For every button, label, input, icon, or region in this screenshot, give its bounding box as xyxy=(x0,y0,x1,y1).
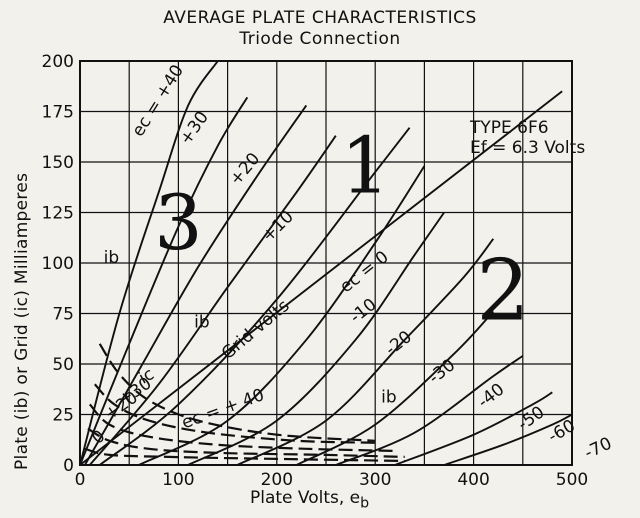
curve-label-ib-right: ib xyxy=(381,387,397,407)
plate-curve xyxy=(84,104,308,466)
grid-current-curve xyxy=(87,427,405,458)
y-tick-label: 25 xyxy=(52,406,74,426)
x-tick-label: 400 xyxy=(457,470,489,490)
y-tick-label: 175 xyxy=(42,103,74,123)
grid-current-curve xyxy=(98,343,376,442)
plate-curve xyxy=(394,391,553,466)
grid-current-curve xyxy=(93,383,376,444)
x-axis-label: Plate Volts, eb xyxy=(250,488,369,511)
plate-curve xyxy=(443,413,573,466)
load-line xyxy=(79,90,563,466)
annotation-region-2: 2 xyxy=(476,242,529,340)
x-tick-label: 0 xyxy=(75,470,86,490)
y-tick-label: 0 xyxy=(63,456,74,476)
x-tick-label: 100 xyxy=(162,470,194,490)
curve-label-minus40: -40 xyxy=(474,380,508,413)
curve-label-ec-zero: ec = 0 xyxy=(336,247,392,297)
y-tick-label: 200 xyxy=(42,52,74,72)
plate-curve xyxy=(138,165,426,466)
curve-label-minus30: -30 xyxy=(425,355,459,388)
plate-curve xyxy=(79,60,219,466)
x-tick-label: 300 xyxy=(359,470,391,490)
curve-label-ib-mid: ib xyxy=(194,313,210,333)
x-tick-label: 500 xyxy=(556,470,588,490)
x-axis-label-text: Plate Volts, e xyxy=(250,488,361,508)
plot-frame xyxy=(79,60,573,466)
curve-label-minus20: -20 xyxy=(382,327,416,360)
annotation-region-1: 1 xyxy=(341,121,391,211)
curve-label-minus70: -70 xyxy=(581,434,615,464)
curve-label-grid-volts: Grid volts xyxy=(218,296,294,364)
curve-label-minus60: -60 xyxy=(545,416,579,447)
y-tick-label: 75 xyxy=(52,305,74,325)
y-tick-label: 100 xyxy=(42,254,74,274)
curve-label-ib-left: ib xyxy=(104,248,120,268)
tube-info: TYPE 6F6 Ef = 6.3 Volts xyxy=(470,118,585,158)
chart-title: AVERAGE PLATE CHARACTERISTICS xyxy=(163,8,477,28)
filament-voltage: Ef = 6.3 Volts xyxy=(470,138,586,158)
y-tick-label: 125 xyxy=(42,204,74,224)
annotation-region-3: 3 xyxy=(154,178,202,267)
y-tick-label: 50 xyxy=(52,355,74,375)
x-tick-label: 200 xyxy=(261,470,293,490)
plate-curve xyxy=(79,96,249,466)
curve-label-minus50: -50 xyxy=(514,402,548,434)
curve-label-plus20: +20 xyxy=(226,149,264,189)
grid-current-curve xyxy=(88,403,395,452)
plate-curve xyxy=(187,211,445,466)
plate-curve xyxy=(99,127,411,466)
plate-curve xyxy=(335,355,524,466)
y-tick-label: 150 xyxy=(42,153,74,173)
curve-label-plus30: +30 xyxy=(176,108,213,149)
x-axis-label-sub: b xyxy=(360,495,370,512)
tube-type: TYPE 6F6 xyxy=(470,118,549,138)
grid-current-curve xyxy=(84,447,405,463)
chart-subtitle: Triode Connection xyxy=(239,29,401,49)
